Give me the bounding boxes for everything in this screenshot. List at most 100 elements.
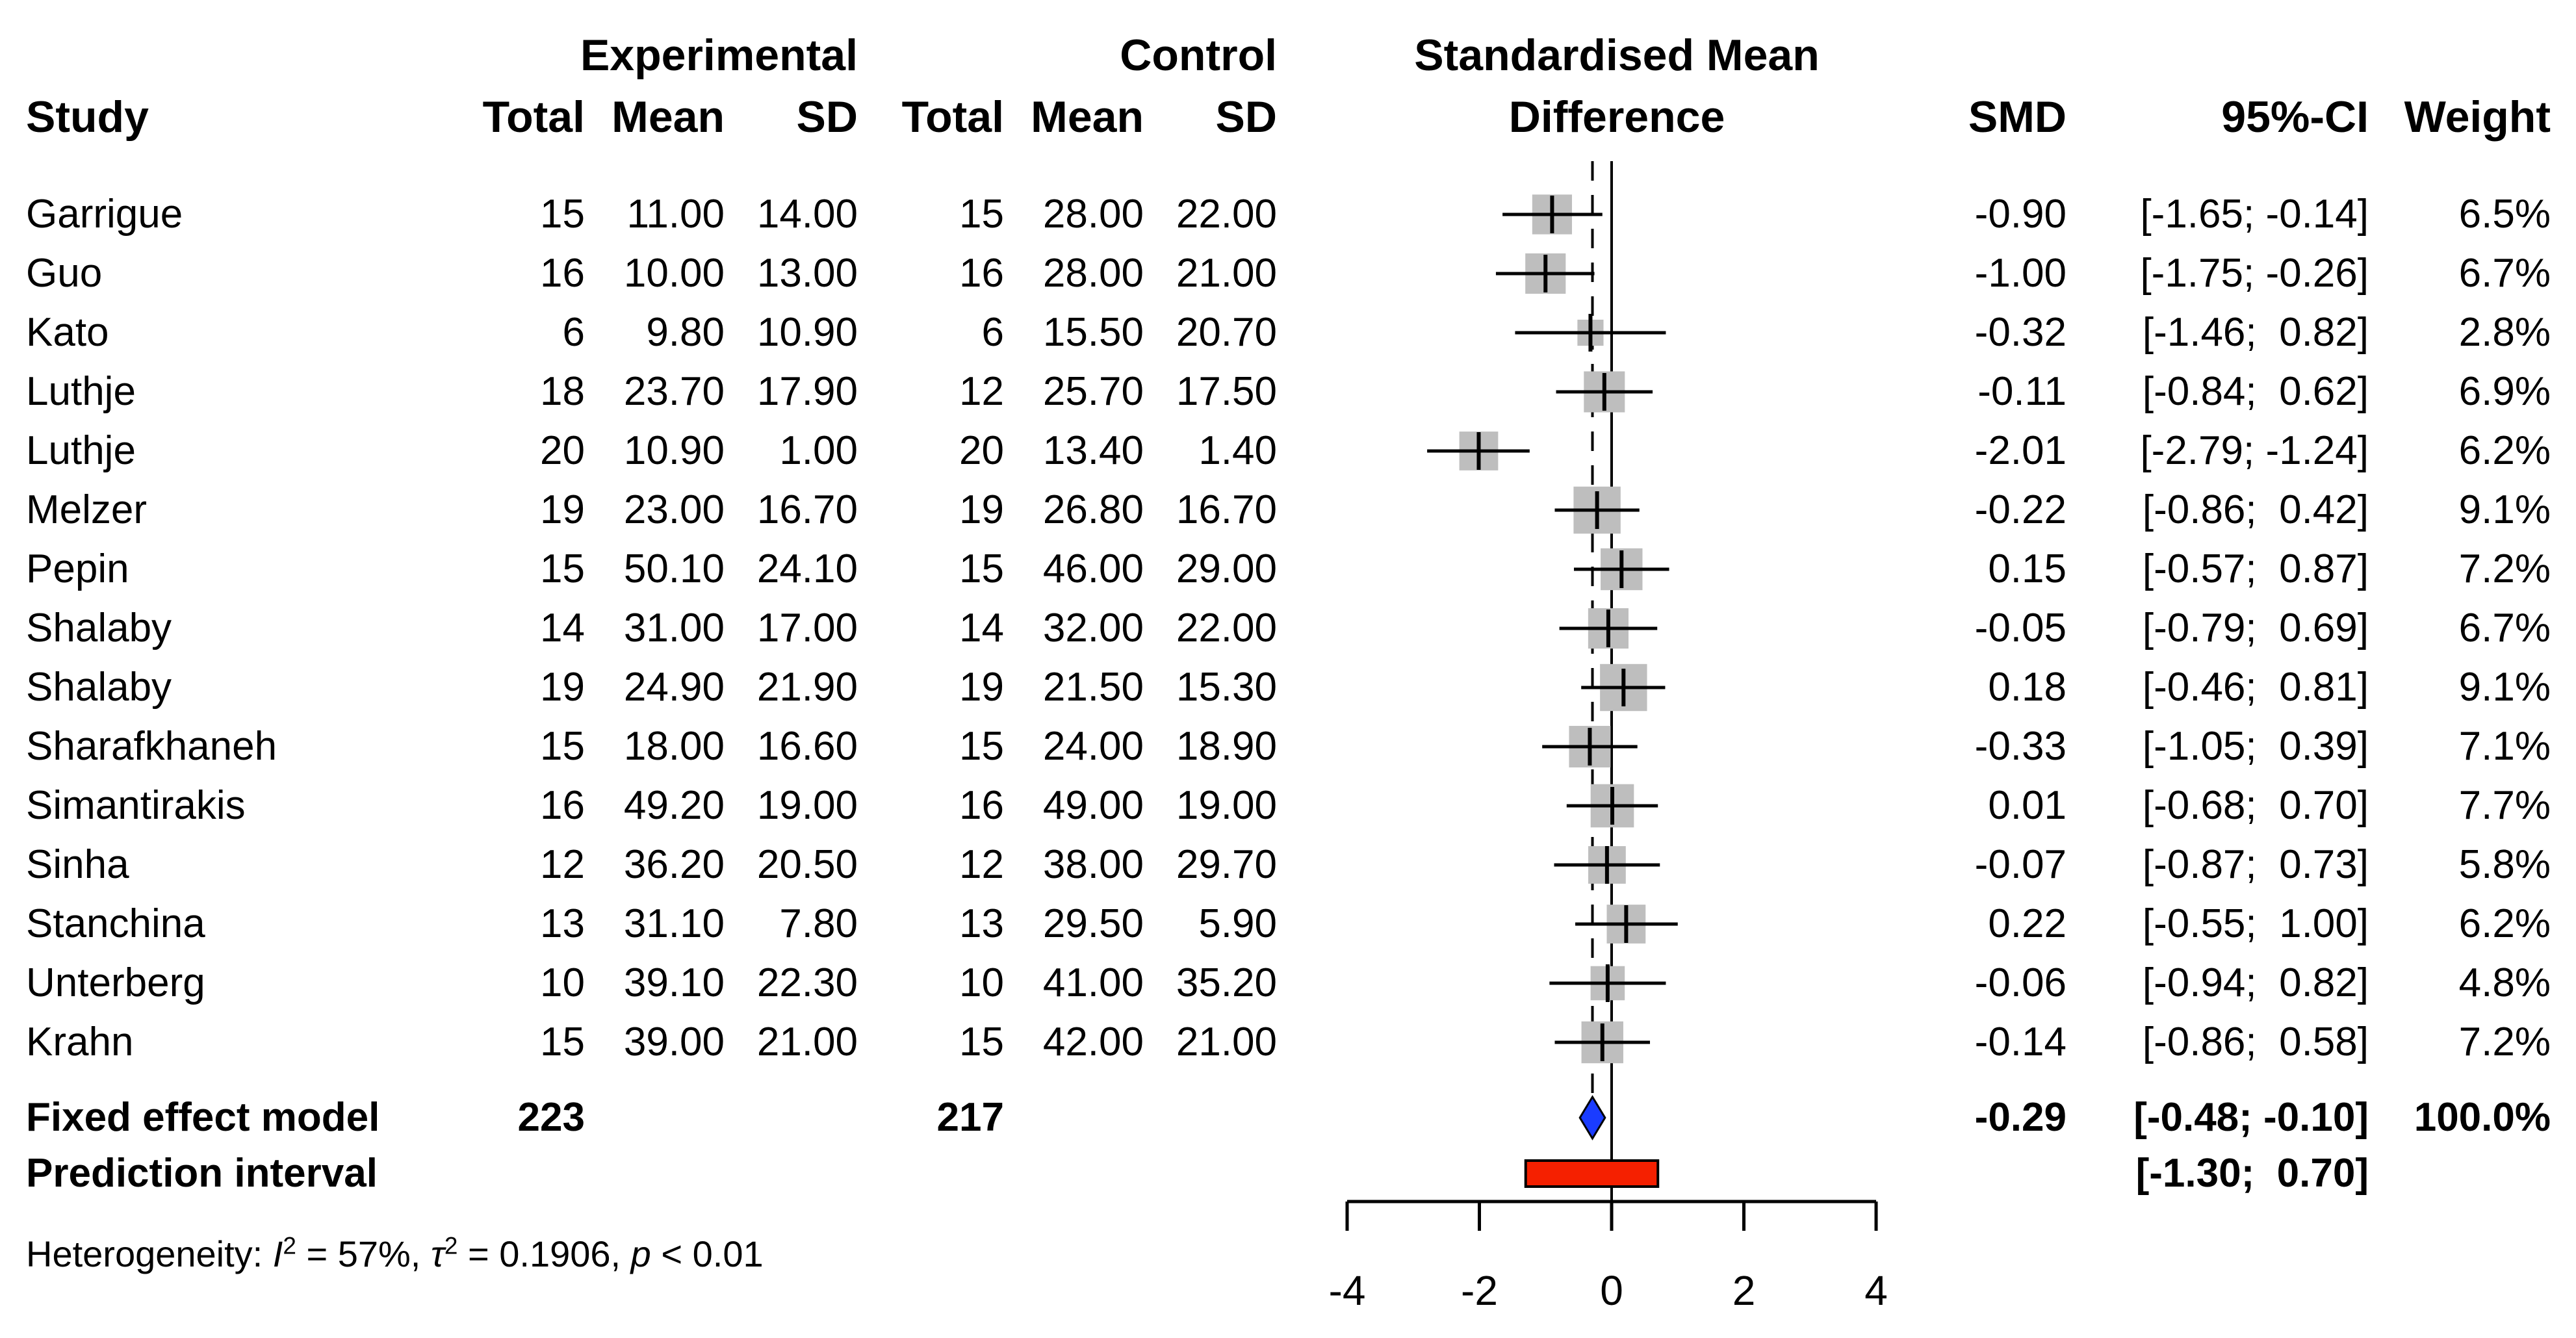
control-total: 14 xyxy=(959,606,1004,650)
smd-value: -0.07 xyxy=(1974,842,2067,887)
header-weight: Weight xyxy=(2404,92,2551,142)
control-total: 19 xyxy=(959,487,1004,532)
study-row: Melzer 19 23.00 16.70 19 26.80 16.70 -0.… xyxy=(0,481,2576,539)
smd-value: -0.32 xyxy=(1974,310,2067,355)
control-sd: 1.40 xyxy=(1198,428,1277,473)
weight-value: 7.2% xyxy=(2458,547,2551,591)
control-sd: 5.90 xyxy=(1198,901,1277,946)
control-total: 12 xyxy=(959,842,1004,887)
study-name: Melzer xyxy=(26,487,148,532)
smd-value: -2.01 xyxy=(1974,428,2067,473)
ci-value: [-2.79; -1.24] xyxy=(2140,428,2369,473)
experimental-total: 20 xyxy=(540,428,585,473)
study-row: Unterberg 10 39.10 22.30 10 41.00 35.20 … xyxy=(0,954,2576,1012)
experimental-mean: 36.20 xyxy=(623,842,725,887)
control-total: 19 xyxy=(959,665,1004,710)
header-study: Study xyxy=(26,92,149,142)
study-name: Luthje xyxy=(26,369,136,414)
weight-value: 7.7% xyxy=(2458,783,2551,828)
fixed-effect-weight: 100.0% xyxy=(2414,1095,2551,1140)
experimental-total: 15 xyxy=(540,1020,585,1064)
prediction-interval-label: Prediction interval xyxy=(26,1151,378,1196)
ci-value: [-0.94; 0.82] xyxy=(2142,960,2369,1005)
ci-value: [-0.68; 0.70] xyxy=(2142,783,2369,828)
study-row: Shalaby 14 31.00 17.00 14 32.00 22.00 -0… xyxy=(0,599,2576,658)
experimental-sd: 16.70 xyxy=(756,487,858,532)
experimental-sd: 10.90 xyxy=(756,310,858,355)
control-sd: 22.00 xyxy=(1176,192,1277,237)
control-sd: 21.00 xyxy=(1176,1020,1277,1064)
experimental-mean: 23.00 xyxy=(623,487,725,532)
header-control: Control xyxy=(1120,31,1277,80)
control-total: 15 xyxy=(959,1020,1004,1064)
control-mean: 38.00 xyxy=(1042,842,1144,887)
experimental-sd: 14.00 xyxy=(756,192,858,237)
header-exp-mean: Mean xyxy=(612,92,725,142)
smd-value: -0.33 xyxy=(1974,724,2067,769)
experimental-sd: 21.00 xyxy=(756,1020,858,1064)
x-axis-tick-label: 4 xyxy=(1864,1267,1888,1314)
weight-value: 9.1% xyxy=(2458,665,2551,710)
experimental-sd: 19.00 xyxy=(756,783,858,828)
fixed-effect-diamond xyxy=(1578,1095,1606,1140)
x-axis-tick-label: -4 xyxy=(1329,1267,1366,1314)
study-name: Krahn xyxy=(26,1020,134,1064)
experimental-mean: 31.10 xyxy=(623,901,725,946)
control-total: 15 xyxy=(959,547,1004,591)
experimental-total: 13 xyxy=(540,901,585,946)
experimental-mean: 18.00 xyxy=(623,724,725,769)
control-sd: 19.00 xyxy=(1176,783,1277,828)
header-control-total: Total xyxy=(901,92,1004,142)
experimental-sd: 21.90 xyxy=(756,665,858,710)
study-row: Luthje 18 23.70 17.90 12 25.70 17.50 -0.… xyxy=(0,363,2576,421)
ci-value: [-1.65; -0.14] xyxy=(2140,192,2369,237)
smd-value: -0.05 xyxy=(1974,606,2067,650)
experimental-total: 10 xyxy=(540,960,585,1005)
control-sd: 18.90 xyxy=(1176,724,1277,769)
header-row-columns: Study Total Mean SD Total Mean SD Differ… xyxy=(0,88,2576,146)
study-name: Shalaby xyxy=(26,606,172,650)
study-name: Simantirakis xyxy=(26,783,246,828)
fixed-effect-exp-total: 223 xyxy=(517,1095,585,1140)
weight-value: 5.8% xyxy=(2458,842,2551,887)
weight-value: 6.5% xyxy=(2458,192,2551,237)
experimental-mean: 49.20 xyxy=(623,783,725,828)
experimental-mean: 31.00 xyxy=(623,606,725,650)
experimental-mean: 10.00 xyxy=(623,251,725,296)
x-axis-tick-label: 2 xyxy=(1732,1267,1756,1314)
experimental-sd: 22.30 xyxy=(756,960,858,1005)
control-total: 15 xyxy=(959,192,1004,237)
prediction-interval-ci: [-1.30; 0.70] xyxy=(2135,1151,2369,1196)
summary-row-prediction-interval: Prediction interval [-1.30; 0.70] xyxy=(0,1144,2576,1203)
experimental-total: 16 xyxy=(540,251,585,296)
control-mean: 24.00 xyxy=(1042,724,1144,769)
control-total: 10 xyxy=(959,960,1004,1005)
experimental-total: 19 xyxy=(540,665,585,710)
experimental-mean: 23.70 xyxy=(623,369,725,414)
control-total: 13 xyxy=(959,901,1004,946)
study-name: Luthje xyxy=(26,428,136,473)
header-ci: 95%-CI xyxy=(2221,92,2369,142)
control-total: 16 xyxy=(959,251,1004,296)
header-row-groups: Experimental Control Standardised Mean xyxy=(0,26,2576,84)
header-control-mean: Mean xyxy=(1031,92,1144,142)
control-mean: 28.00 xyxy=(1042,192,1144,237)
smd-value: 0.18 xyxy=(1988,665,2067,710)
control-total: 20 xyxy=(959,428,1004,473)
study-row: Simantirakis 16 49.20 19.00 16 49.00 19.… xyxy=(0,777,2576,835)
experimental-total: 19 xyxy=(540,487,585,532)
smd-value: -1.00 xyxy=(1974,251,2067,296)
control-sd: 16.70 xyxy=(1176,487,1277,532)
control-mean: 26.80 xyxy=(1042,487,1144,532)
ci-value: [-0.57; 0.87] xyxy=(2142,547,2369,591)
study-name: Kato xyxy=(26,310,109,355)
ci-value: [-1.05; 0.39] xyxy=(2142,724,2369,769)
weight-value: 6.9% xyxy=(2458,369,2551,414)
experimental-mean: 10.90 xyxy=(623,428,725,473)
weight-value: 6.2% xyxy=(2458,428,2551,473)
smd-value: -0.06 xyxy=(1974,960,2067,1005)
study-row: Garrigue 15 11.00 14.00 15 28.00 22.00 -… xyxy=(0,185,2576,244)
weight-value: 6.2% xyxy=(2458,901,2551,946)
